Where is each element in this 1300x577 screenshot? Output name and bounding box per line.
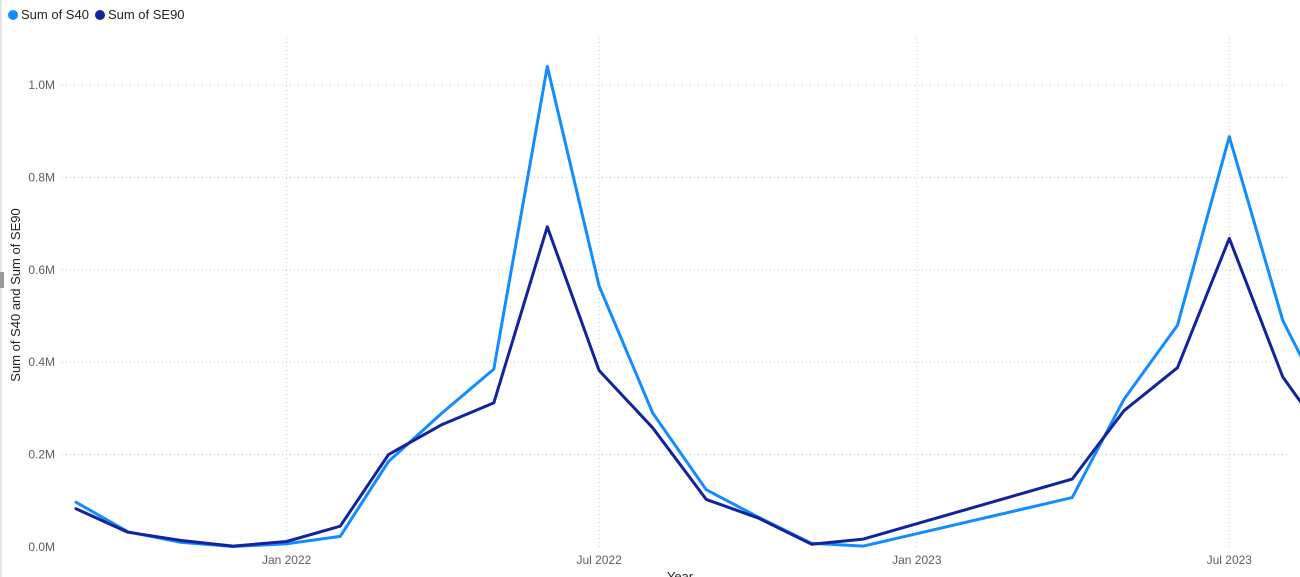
y-axis-ticks: 0.0M 0.2M 0.4M 0.6M 0.8M 1.0M [28,78,55,554]
gridlines [62,38,1290,547]
series-lines [74,65,1300,548]
legend-label-s40: Sum of S40 [21,7,89,22]
resize-handle[interactable] [0,272,4,288]
legend-label-se90: Sum of SE90 [107,7,185,22]
legend-marker-se90-icon [94,9,105,20]
y-tick-label: 0.4M [28,355,55,369]
x-tick-label: Jan 2023 [892,553,942,567]
y-tick-label: 0.6M [28,263,55,277]
visual-left-border [0,0,2,577]
y-tick-label: 0.8M [28,170,55,184]
legend-marker-s40-icon [8,9,18,20]
x-axis-ticks: Jan 2022 Jul 2022 Jan 2023 Jul 2023 [262,553,1252,567]
y-axis-title: Sum of S40 and Sum of SE90 [8,208,23,381]
x-tick-label: Jul 2023 [1207,553,1253,567]
legend-item-se90[interactable]: Sum of SE90 [94,7,185,22]
y-tick-label: 0.0M [28,540,55,554]
y-tick-label: 0.2M [28,448,55,462]
x-tick-label: Jul 2022 [576,553,622,567]
legend: Sum of S40 Sum of SE90 [8,7,191,22]
series-line-se90[interactable] [74,225,1300,548]
y-tick-label: 1.0M [28,78,55,92]
legend-item-s40[interactable]: Sum of S40 [8,7,89,22]
x-tick-label: Jan 2022 [262,553,312,567]
x-axis-title: Year [667,569,694,577]
